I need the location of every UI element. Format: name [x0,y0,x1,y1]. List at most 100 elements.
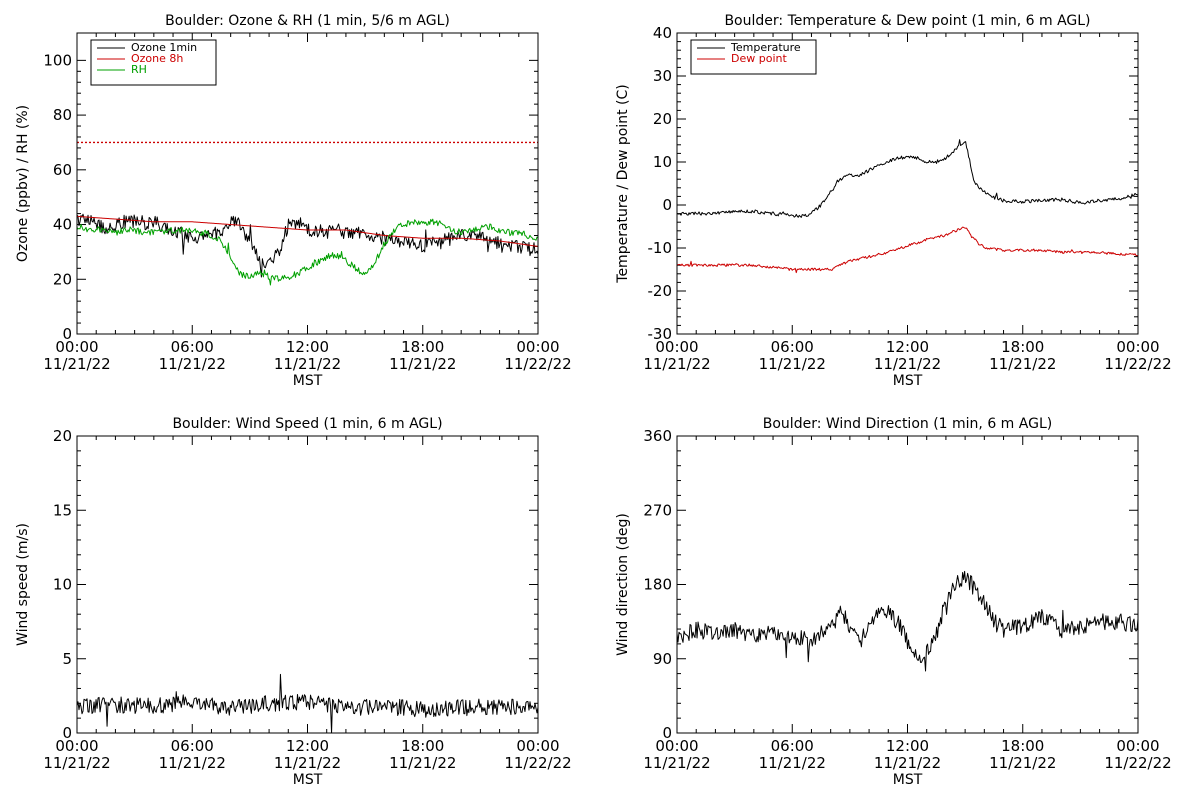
x-tick-date: 11/21/22 [43,754,110,772]
x-tick-time: 18:00 [401,737,444,755]
x-tick-date: 11/22/22 [504,754,571,772]
y-tick-label: 10 [653,153,672,171]
series-0-line [77,673,538,733]
plot-area [77,673,538,733]
x-tick-date: 11/21/22 [159,754,226,772]
chart-title: Boulder: Ozone & RH (1 min, 5/6 m AGL) [165,13,450,29]
x-tick-date: 11/21/22 [759,754,826,772]
legend-label: Ozone 8h [131,52,183,65]
x-tick-date: 11/21/22 [274,355,341,373]
y-tick-label: 90 [653,650,672,668]
series-rh-line [77,218,538,286]
legend-label: Temperature [730,41,801,54]
x-tick-date: 11/21/22 [759,355,826,373]
x-tick-date: 11/21/22 [874,355,941,373]
x-tick-time: 06:00 [771,338,814,356]
y-tick-label: 360 [643,427,672,445]
chart-panel-2: Boulder: Wind Speed (1 min, 6 m AGL) 0 5 10… [15,416,572,788]
plot-frame [76,32,539,335]
y-axis-label: Wind speed (m/s) [15,523,31,646]
x-tick-date: 11/21/22 [643,355,710,373]
y-tick-label: 0 [62,325,72,343]
x-tick-date: 11/22/22 [1104,754,1171,772]
x-tick-date: 11/22/22 [504,355,571,373]
x-tick-time: 06:00 [171,737,214,755]
plot-frame [676,435,1139,734]
x-tick-date: 11/21/22 [389,355,456,373]
x-tick-date: 11/21/22 [643,754,710,772]
x-tick-date: 11/21/22 [389,754,456,772]
chart-title: Boulder: Wind Speed (1 min, 6 m AGL) [172,416,442,432]
x-axis-label: MST [893,772,923,788]
x-tick-time: 06:00 [171,338,214,356]
x-tick-time: 12:00 [886,338,929,356]
x-tick-time: 00:00 [1116,338,1159,356]
y-tick-label: 60 [53,161,72,179]
x-tick-time: 00:00 [55,338,98,356]
chart-panel-3: Boulder: Wind Direction (1 min, 6 m AGL)… [615,416,1172,788]
x-tick-date: 11/21/22 [874,754,941,772]
y-tick-label: 0 [62,724,72,742]
y-tick-label: 20 [653,110,672,128]
legend-label: RH [131,63,147,76]
x-tick-date: 11/21/22 [43,355,110,373]
y-tick-label: 10 [53,576,72,594]
x-tick-time: 00:00 [655,338,698,356]
x-tick-time: 18:00 [1001,737,1044,755]
y-tick-label: 15 [53,501,72,519]
series-ozone-8h-line [77,215,538,247]
chart-title: Boulder: Wind Direction (1 min, 6 m AGL) [763,416,1052,432]
x-tick-time: 00:00 [516,338,559,356]
x-axis-label: MST [293,373,323,389]
x-tick-time: 12:00 [886,737,929,755]
chart-panel-1: Boulder: Temperature & Dew point (1 min,… [615,13,1172,389]
x-tick-date: 11/21/22 [159,355,226,373]
y-tick-label: -20 [648,282,673,300]
x-tick-date: 11/21/22 [274,754,341,772]
y-tick-label: 270 [643,501,672,519]
y-axis-label: Ozone (ppbv) / RH (%) [15,105,31,262]
y-tick-label: 30 [653,67,672,85]
x-tick-time: 00:00 [655,737,698,755]
x-tick-time: 12:00 [286,338,329,356]
y-tick-label: 180 [643,576,672,594]
y-tick-label: 0 [662,196,672,214]
plot-area [677,570,1138,672]
y-tick-label: 20 [53,270,72,288]
x-axis-label: MST [293,772,323,788]
legend-label: Ozone 1min [131,41,197,54]
x-tick-time: 18:00 [1001,338,1044,356]
y-axis-label: Temperature / Dew point (C) [615,84,631,283]
plot-frame [76,435,539,734]
x-axis-label: MST [893,373,923,389]
plot-frame [676,32,1139,335]
y-tick-label: 5 [62,650,72,668]
legend-box [690,39,817,75]
x-tick-time: 06:00 [771,737,814,755]
series-0-line [677,570,1138,672]
y-tick-label: -10 [648,239,673,257]
y-tick-label: 100 [43,51,72,69]
y-tick-label: 0 [662,724,672,742]
series-temperature-line [677,139,1138,218]
y-tick-label: 80 [53,106,72,124]
x-tick-date: 11/21/22 [989,355,1056,373]
plot-area [677,139,1138,274]
x-tick-date: 11/22/22 [1104,355,1171,373]
x-tick-time: 00:00 [1116,737,1159,755]
x-tick-date: 11/21/22 [989,754,1056,772]
chart-title: Boulder: Temperature & Dew point (1 min,… [724,13,1090,29]
x-tick-time: 00:00 [516,737,559,755]
y-tick-label: 20 [53,427,72,445]
legend-label: Dew point [731,52,787,65]
y-tick-label: -30 [648,325,673,343]
x-tick-time: 18:00 [401,338,444,356]
y-tick-label: 40 [653,24,672,42]
series-ozone-1min-line [77,213,538,278]
plot-area [77,141,538,286]
x-tick-time: 00:00 [55,737,98,755]
